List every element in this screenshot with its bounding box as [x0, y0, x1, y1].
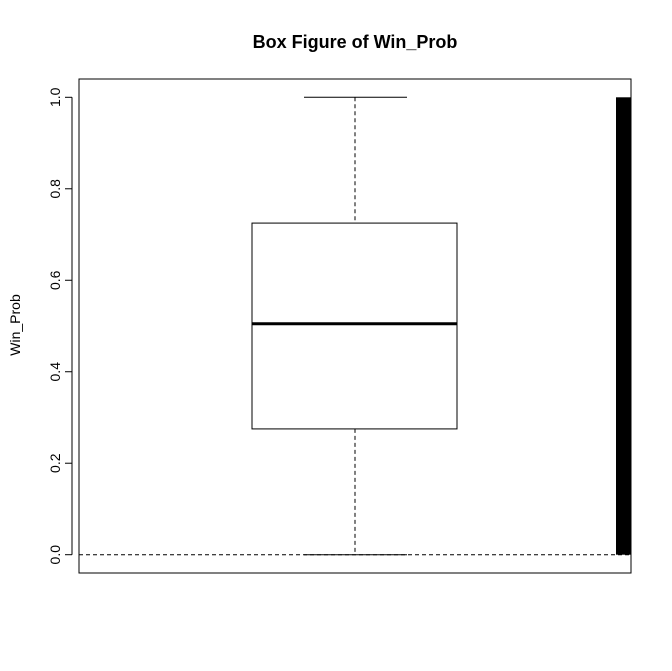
box-plot-marks — [79, 96, 631, 556]
y-tick-label: 0.2 — [47, 453, 63, 473]
chart-title: Box Figure of Win_Prob — [253, 32, 458, 52]
y-tick-label: 0.4 — [47, 362, 63, 382]
y-tick-label: 0.6 — [47, 270, 63, 290]
y-tick-label: 0.8 — [47, 179, 63, 199]
rug-bar — [616, 97, 631, 555]
y-axis: 0.0 0.2 0.4 0.6 0.8 1.0 — [47, 87, 73, 565]
y-tick-label: 0.0 — [47, 545, 63, 565]
y-tick-label: 1.0 — [47, 87, 63, 107]
interquartile-box — [251, 222, 458, 430]
y-axis-label: Win_Prob — [7, 294, 23, 356]
